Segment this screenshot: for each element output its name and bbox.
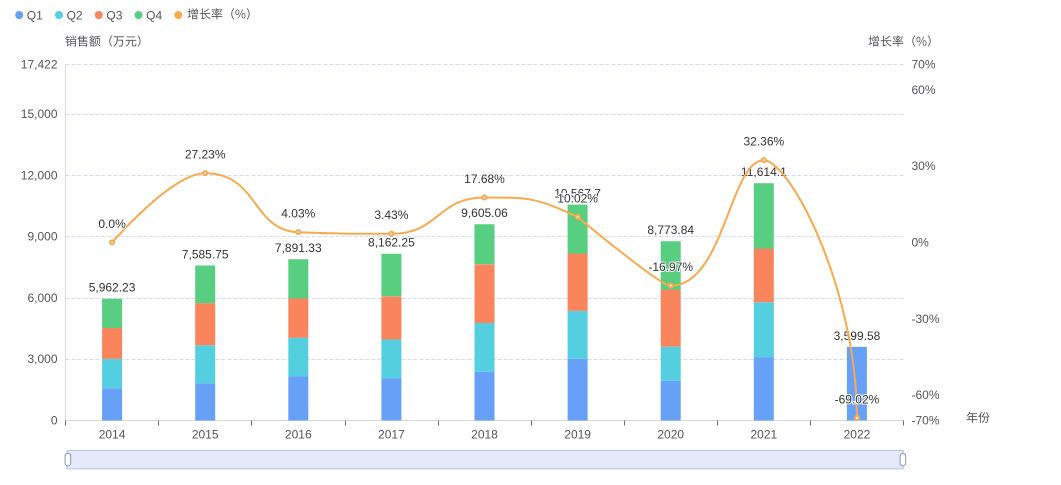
svg-text:3.43%: 3.43% [374, 208, 408, 222]
svg-text:2020: 2020 [657, 428, 684, 442]
svg-text:17,422: 17,422 [21, 58, 58, 72]
svg-text:12,000: 12,000 [21, 168, 58, 182]
svg-text:2021: 2021 [750, 428, 777, 442]
svg-text:8,162.25: 8,162.25 [368, 236, 415, 250]
svg-text:2014: 2014 [99, 428, 126, 442]
svg-text:Q2: Q2 [67, 8, 83, 22]
svg-text:5,962.23: 5,962.23 [89, 281, 136, 295]
svg-text:27.23%: 27.23% [185, 148, 226, 162]
svg-text:Q3: Q3 [106, 8, 122, 22]
svg-text:-30%: -30% [912, 312, 940, 326]
svg-text:9,605.06: 9,605.06 [461, 206, 508, 220]
svg-text:10,567.7: 10,567.7 [554, 187, 601, 201]
svg-text:30%: 30% [912, 159, 936, 173]
svg-text:2016: 2016 [285, 428, 312, 442]
svg-text:2018: 2018 [471, 428, 498, 442]
svg-text:-69.02%: -69.02% [835, 392, 880, 406]
svg-text:10.02%: 10.02% [557, 191, 598, 205]
svg-text:17.68%: 17.68% [464, 172, 505, 186]
svg-text:9,000: 9,000 [27, 230, 57, 244]
svg-text:Q4: Q4 [146, 8, 162, 22]
svg-text:0%: 0% [912, 236, 930, 250]
svg-text:2022: 2022 [844, 428, 871, 442]
svg-text:-60%: -60% [912, 388, 940, 402]
svg-text:7,891.33: 7,891.33 [275, 241, 322, 255]
svg-text:3,599.58: 3,599.58 [834, 329, 881, 343]
svg-text:-70%: -70% [912, 414, 940, 428]
svg-text:Q1: Q1 [27, 8, 43, 22]
svg-text:7,585.75: 7,585.75 [182, 247, 229, 261]
svg-text:0.0%: 0.0% [98, 217, 126, 231]
svg-text:8,773.84: 8,773.84 [647, 223, 694, 237]
svg-text:3,000: 3,000 [27, 352, 57, 366]
svg-text:15,000: 15,000 [21, 107, 58, 121]
svg-text:2017: 2017 [378, 428, 405, 442]
svg-text:4.03%: 4.03% [281, 207, 315, 221]
svg-text:70%: 70% [912, 58, 936, 72]
svg-text:11,614.1: 11,614.1 [741, 165, 787, 179]
svg-text:32.36%: 32.36% [743, 135, 784, 149]
svg-text:-16.97%: -16.97% [648, 260, 693, 274]
svg-text:60%: 60% [912, 83, 936, 97]
svg-text:6,000: 6,000 [27, 291, 57, 305]
svg-text:0: 0 [51, 414, 58, 428]
svg-text:2015: 2015 [192, 428, 219, 442]
svg-text:2019: 2019 [564, 428, 591, 442]
